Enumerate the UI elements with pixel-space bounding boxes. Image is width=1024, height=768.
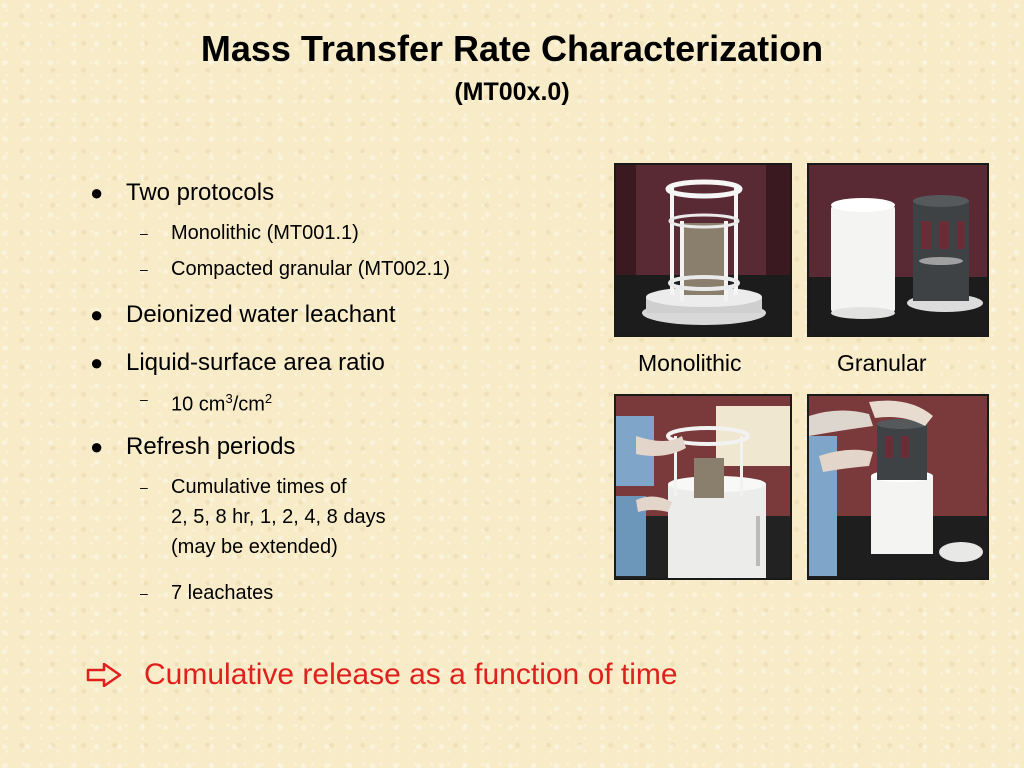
monolithic-apparatus-image bbox=[616, 165, 790, 335]
granular-leaching-image bbox=[809, 396, 987, 578]
bullet-text: Deionized water leachant bbox=[126, 301, 396, 328]
dash-icon: – bbox=[140, 584, 148, 601]
dash-icon: – bbox=[140, 478, 148, 495]
bullet-protocols: ● Two protocols bbox=[86, 178, 606, 208]
sub-bullet-leachates: – 7 leachates bbox=[86, 578, 606, 608]
ratio-number: 10 cm bbox=[171, 393, 226, 416]
ratio-exponent: 2 bbox=[264, 391, 273, 406]
photo-monolithic-leaching bbox=[614, 394, 792, 580]
photo-granular-apparatus bbox=[807, 163, 989, 337]
caption-granular: Granular bbox=[837, 350, 927, 376]
sub-bullet-text: (may be extended) bbox=[171, 535, 338, 558]
callout: Cumulative release as a function of time bbox=[86, 658, 678, 692]
photo-granular-leaching bbox=[807, 394, 989, 580]
sub-bullet-text: Compacted granular (MT002.1) bbox=[171, 258, 451, 280]
right-arrow-outline-icon bbox=[86, 663, 122, 687]
callout-text: Cumulative release as a function of time bbox=[144, 658, 678, 691]
bullet-dot-icon: ● bbox=[90, 180, 104, 205]
sub-bullet-text: Cumulative times of bbox=[171, 475, 347, 498]
dash-icon: – bbox=[140, 225, 148, 241]
sub-bullet-text: Monolithic (MT001.1) bbox=[171, 222, 359, 244]
bullet-text: Refresh periods bbox=[126, 432, 296, 460]
dash-icon: – bbox=[140, 261, 148, 277]
bullet-dot-icon: ● bbox=[90, 302, 104, 327]
sub-bullet-cumulative-times: – Cumulative times of 2, 5, 8 hr, 1, 2, … bbox=[86, 472, 606, 562]
photo-monolithic-apparatus bbox=[614, 163, 792, 337]
bullet-refresh: ● Refresh periods bbox=[86, 432, 606, 462]
sub-bullet-text: 7 leachates bbox=[171, 581, 274, 604]
slide-subtitle: (MT00x.0) bbox=[454, 78, 570, 106]
bullet-ratio: ● Liquid-surface area ratio bbox=[86, 348, 606, 378]
bullet-text: Liquid-surface area ratio bbox=[126, 349, 385, 376]
sub-bullet-granular: – Compacted granular (MT002.1) bbox=[86, 254, 606, 284]
bullet-leachant: ● Deionized water leachant bbox=[86, 300, 606, 330]
sub-bullet-text: 2, 5, 8 hr, 1, 2, 4, 8 days bbox=[171, 505, 386, 528]
ratio-denominator: /cm bbox=[232, 393, 265, 416]
slide-title: Mass Transfer Rate Characterization bbox=[200, 28, 824, 69]
granular-apparatus-image bbox=[809, 165, 987, 335]
bullet-dot-icon: ● bbox=[90, 433, 104, 459]
caption-monolithic: Monolithic bbox=[638, 350, 742, 376]
bullet-list: ● Two protocols – Monolithic (MT001.1) –… bbox=[86, 178, 606, 608]
sub-bullet-ratio-value: – 10 cm3/cm2 bbox=[86, 384, 606, 420]
ratio-exponent: 3 bbox=[225, 391, 233, 406]
monolithic-leaching-image bbox=[616, 396, 790, 578]
sub-bullet-monolithic: – Monolithic (MT001.1) bbox=[86, 218, 606, 248]
bullet-dot-icon: ● bbox=[90, 350, 104, 375]
dash-icon: – bbox=[140, 391, 148, 407]
bullet-text: Two protocols bbox=[126, 179, 275, 206]
